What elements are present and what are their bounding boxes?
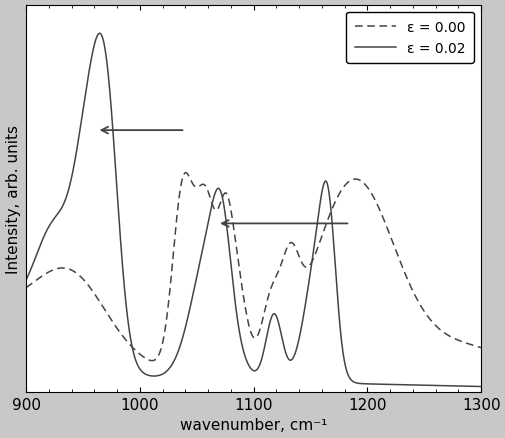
- Y-axis label: Intensity, arb. units: Intensity, arb. units: [6, 124, 21, 273]
- X-axis label: wavenumber, cm⁻¹: wavenumber, cm⁻¹: [180, 417, 327, 432]
- Legend: ε = 0.00, ε = 0.02: ε = 0.00, ε = 0.02: [345, 12, 473, 64]
